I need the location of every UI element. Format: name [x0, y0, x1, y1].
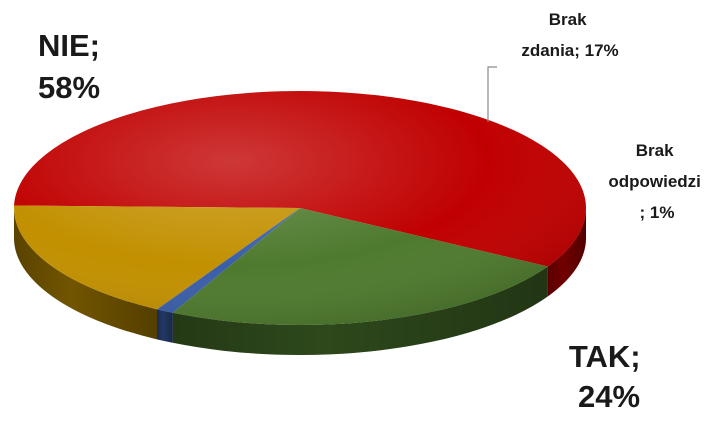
label-brak-zdania: Brak zdania; 17% [521, 10, 618, 60]
label-brak-odpowiedzi-line1: Brak [636, 141, 674, 160]
label-brak-odpowiedzi: Brak odpowiedzi ; 1% [608, 141, 705, 222]
brak-zdania-leader-line [487, 66, 497, 122]
label-tak: TAK; 24% [569, 339, 649, 414]
label-nie: NIE; 58% [38, 28, 109, 105]
label-tak-line2: 24% [578, 379, 640, 414]
label-brak-odpowiedzi-line3: ; 1% [640, 203, 675, 222]
label-brak-zdania-line1: Brak [549, 10, 587, 29]
pie-slice-tops [14, 91, 586, 325]
pie-slice-side-shade-brak-odpowiedzi [157, 309, 173, 343]
label-nie-line1: NIE; [38, 28, 100, 63]
label-brak-odpowiedzi-line2: odpowiedzi [608, 172, 701, 191]
pie-slice-side-shade-tak [172, 266, 548, 355]
label-nie-line2: 58% [38, 70, 100, 105]
label-brak-zdania-line2: zdania; 17% [521, 41, 618, 60]
label-tak-line1: TAK; [569, 339, 641, 374]
